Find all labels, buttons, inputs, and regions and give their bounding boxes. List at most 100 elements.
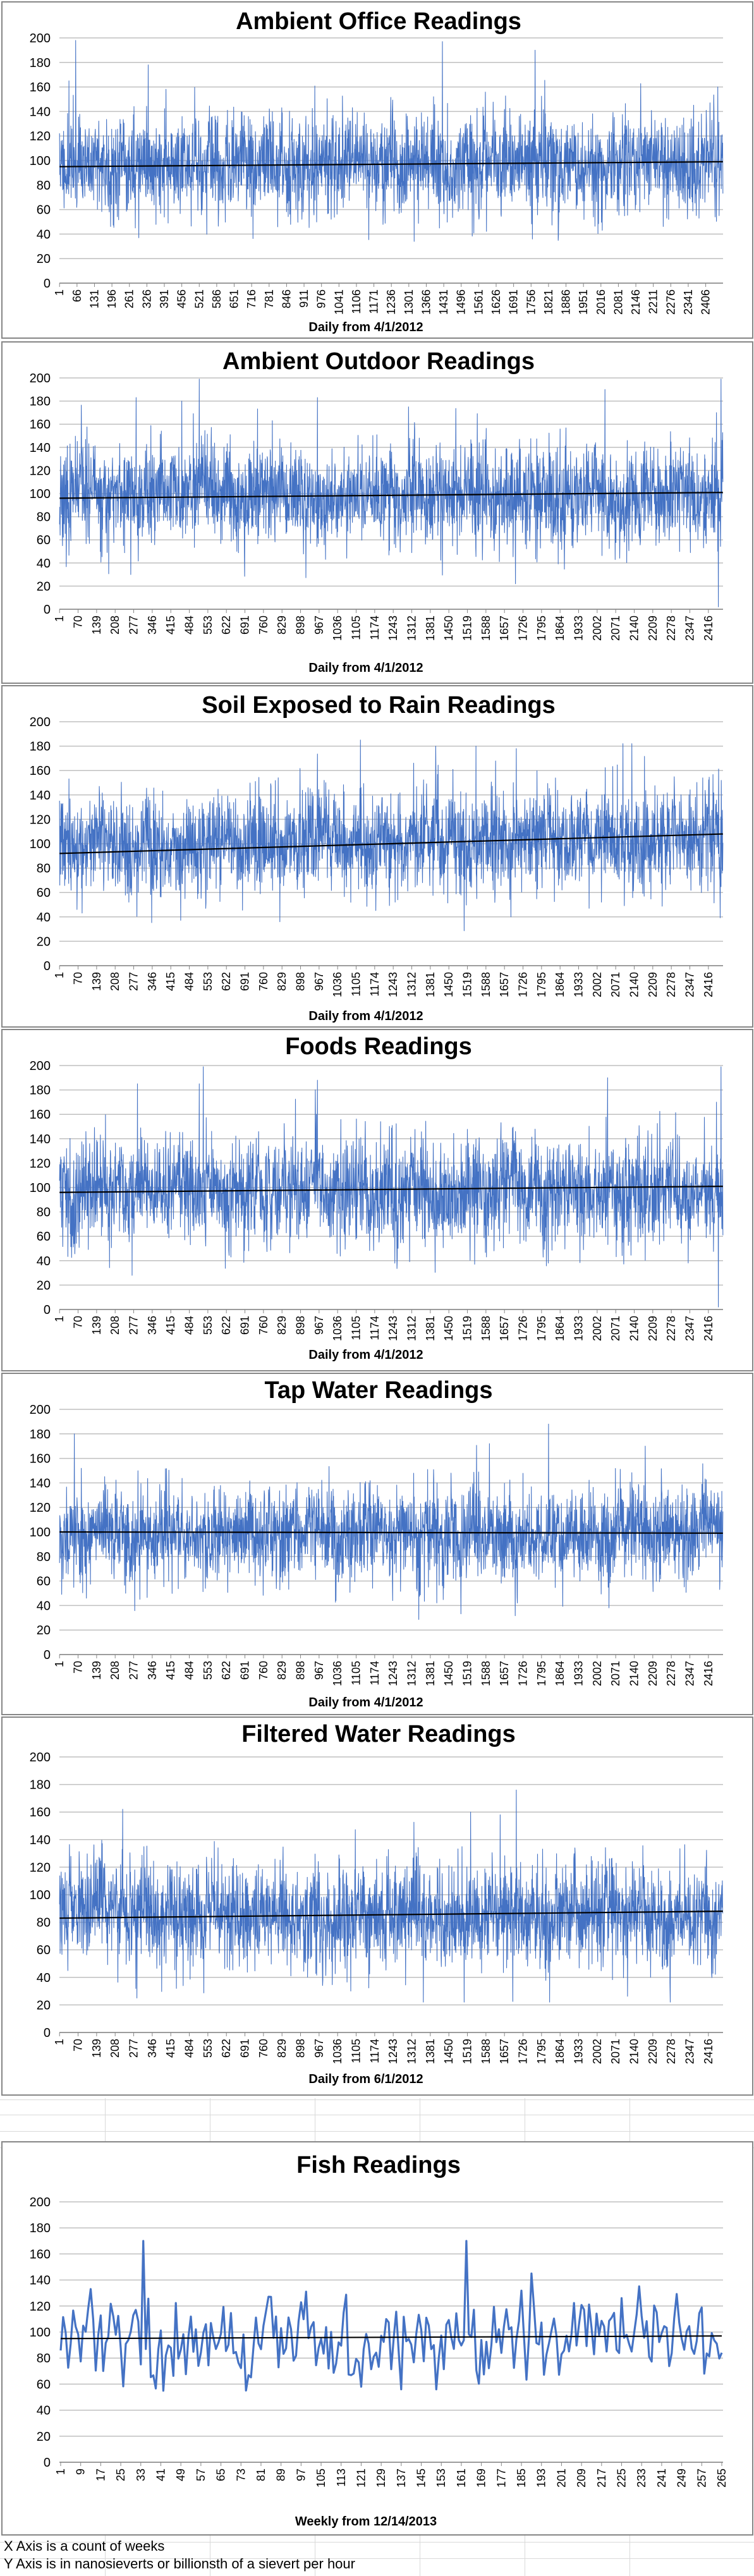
x-tick-label: 277 [128, 2039, 140, 2058]
y-tick-label: 20 [37, 252, 51, 266]
x-tick-label: 139 [90, 616, 103, 635]
x-tick-label: 2209 [647, 972, 659, 997]
x-tick-label: 208 [109, 616, 121, 635]
chart-panel-foods[interactable]: Foods Readings 0 20 40 60 80 100 120 140 160 180 20… [1, 1029, 753, 1371]
x-tick-label: 1864 [554, 2039, 566, 2064]
x-tick-label: 553 [202, 2039, 214, 2058]
x-tick-label: 1 [53, 972, 66, 978]
x-tick-label: 1561 [472, 289, 485, 315]
x-tick-label: 1 [54, 2469, 67, 2475]
y-tick-label: 200 [30, 1751, 51, 1765]
y-tick-label: 120 [30, 813, 51, 827]
x-tick-label: 139 [90, 1316, 103, 1335]
x-tick-label: 1864 [554, 1316, 566, 1341]
trend-line [59, 1531, 723, 1534]
x-tick-label: 911 [298, 289, 310, 308]
y-tick-label: 80 [37, 179, 51, 193]
y-tick-label: 180 [30, 1778, 51, 1792]
x-tick-label: 781 [263, 289, 276, 308]
x-axis-label: Daily from 4/1/2012 [308, 320, 423, 334]
x-tick-label: 1243 [387, 1316, 399, 1341]
y-tick-label: 60 [37, 1230, 51, 1244]
x-tick-label: 691 [239, 1316, 252, 1335]
x-tick-label: 145 [415, 2469, 428, 2488]
cell-gridline [0, 2542, 754, 2543]
trend-line [59, 161, 723, 167]
x-tick-label: 2209 [647, 1316, 659, 1341]
x-tick-label: 70 [72, 1316, 85, 1328]
x-tick-label: 1726 [517, 972, 530, 997]
x-tick-label: 1106 [350, 289, 363, 314]
x-tick-label: 1174 [368, 616, 381, 640]
x-tick-label: 2416 [702, 1316, 715, 1341]
chart-panel-ambient-office[interactable]: Ambient Office Readings 0 20 40 60 80 100 120 14… [1, 1, 753, 339]
x-tick-label: 1171 [368, 289, 380, 314]
x-tick-label: 1381 [424, 1316, 437, 1341]
y-tick-label: 40 [37, 911, 51, 925]
cell-gridline [0, 2099, 754, 2100]
x-tick-label: 139 [90, 1661, 103, 1680]
chart-title: Soil Exposed to Rain Readings [202, 692, 556, 719]
x-tick-label: 1381 [424, 972, 437, 997]
chart-panel-tap-water[interactable]: Tap Water Readings 0 20 40 60 80 100 120 140 160 1… [1, 1373, 753, 1715]
x-tick-label: 2278 [665, 1316, 678, 1341]
x-tick-label: 97 [295, 2469, 307, 2481]
x-tick-label: 1036 [331, 1661, 344, 1686]
x-tick-label: 2140 [628, 1316, 641, 1341]
x-tick-label: 1450 [442, 1316, 455, 1341]
y-tick-label: 40 [37, 557, 51, 571]
x-tick-label: 1 [53, 289, 66, 296]
chart-panel-ambient-outdoor[interactable]: Ambient Outdoor Readings 0 20 40 60 80 100 120 1… [1, 341, 753, 684]
x-tick-label: 2209 [647, 616, 659, 641]
x-tick-label: 1243 [387, 616, 399, 641]
y-tick-label: 140 [30, 441, 51, 455]
x-tick-label: 73 [234, 2469, 247, 2481]
y-tick-label: 160 [30, 764, 51, 778]
x-tick-label: 2002 [591, 972, 604, 997]
x-tick-label: 976 [315, 289, 328, 308]
x-tick-label: 208 [109, 2039, 121, 2058]
y-tick-label: 140 [30, 1476, 51, 1490]
x-tick-label: 1726 [517, 1316, 530, 1341]
x-tick-label: 1795 [535, 616, 548, 641]
series-line [59, 739, 724, 932]
x-tick-label: 2002 [591, 1661, 604, 1686]
x-tick-label: 2347 [684, 972, 696, 997]
y-tick-label: 40 [37, 2404, 51, 2418]
x-tick-label: 456 [176, 289, 188, 308]
x-tick-label: 484 [183, 616, 196, 635]
chart-panel-filtered-water[interactable]: Filtered Water Readings 0 20 40 60 80 100 120 14… [1, 1716, 753, 2096]
x-tick-label: 2081 [612, 289, 624, 315]
footnote-x-axis: X Axis is a count of weeks [4, 2538, 165, 2554]
y-tick-label: 160 [30, 1108, 51, 1122]
y-tick-label: 20 [37, 1998, 51, 2012]
x-tick-label: 2341 [682, 289, 695, 315]
x-tick-label: 17 [94, 2469, 107, 2481]
trend-line [59, 492, 723, 499]
chart-panel-fish[interactable]: Fish Readings 0 20 40 60 80 100 120 140 160 180 200… [1, 2141, 753, 2536]
chart-title: Ambient Office Readings [236, 8, 521, 35]
chart-title: Foods Readings [285, 1033, 472, 1060]
y-tick-label: 0 [44, 1303, 51, 1317]
x-tick-label: 257 [695, 2469, 708, 2488]
x-tick-label: 277 [128, 616, 140, 635]
x-tick-label: 415 [164, 1661, 177, 1680]
y-tick-label: 160 [30, 1452, 51, 1466]
x-tick-label: 1864 [554, 972, 566, 997]
x-tick-label: 484 [183, 2039, 196, 2058]
x-tick-label: 553 [202, 972, 214, 991]
x-tick-label: 139 [90, 972, 103, 991]
x-tick-label: 2140 [628, 1661, 641, 1686]
x-tick-label: 553 [202, 1316, 214, 1335]
x-tick-label: 716 [245, 289, 258, 308]
gridlines [59, 1756, 723, 2033]
x-tick-label: 131 [88, 289, 100, 308]
chart-panel-soil-exposed-to-rain[interactable]: Soil Exposed to Rain Readings 0 20 40 60 80 10… [1, 685, 753, 1028]
y-tick-label: 40 [37, 1255, 51, 1268]
x-tick-label: 2278 [665, 1661, 678, 1686]
x-tick-label: 153 [435, 2469, 447, 2488]
y-tick-label: 140 [30, 1133, 51, 1146]
y-tick-label: 0 [44, 1648, 51, 1662]
series-line [59, 1789, 724, 2003]
x-tick-label: 391 [158, 289, 171, 308]
